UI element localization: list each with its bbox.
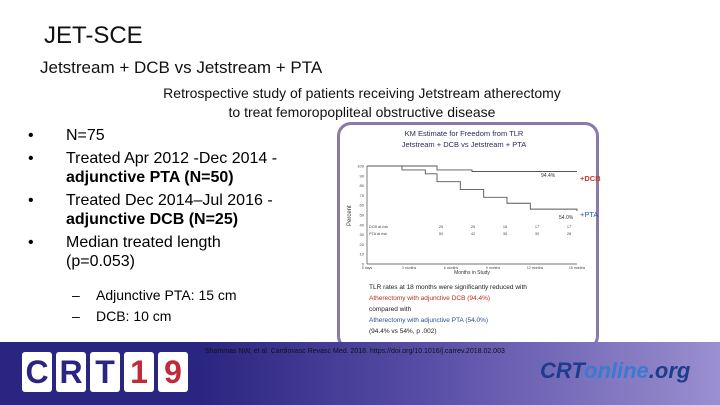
logo-crt-text: CRT bbox=[540, 358, 584, 383]
bullet-item: Treated Dec 2014–Jul 2016 - adjunctive DC… bbox=[28, 191, 328, 229]
risk-row-label: PTA at risk bbox=[369, 232, 387, 236]
slide-subtitle: Jetstream + DCB vs Jetstream + PTA bbox=[40, 58, 323, 77]
x-tick-label: 15 months bbox=[569, 266, 586, 270]
bullet-detail: (p=0.053) bbox=[66, 253, 135, 270]
bullet-text: Median treated length bbox=[66, 234, 221, 251]
crt-logo-letter: C bbox=[25, 354, 49, 390]
risk-row-value: 30 bbox=[535, 232, 539, 236]
x-tick-label: 9 months bbox=[486, 266, 501, 270]
km-caption: TLR rates at 18 months were significantl… bbox=[369, 282, 527, 337]
y-tick-label: 70 bbox=[360, 193, 365, 198]
bullet-text: N=75 bbox=[66, 127, 105, 144]
x-tick-group: 0 days 3 months 6 months 9 months 12 months 1… bbox=[362, 266, 586, 270]
study-description: Retrospective study of patients receivin… bbox=[122, 84, 602, 122]
km-title-line-1: KM Estimate for Freedom from TLR bbox=[404, 129, 524, 138]
pta-percent-label: 54.0% bbox=[559, 215, 574, 221]
x-axis-label: Months in Study bbox=[454, 270, 490, 276]
dcb-percent-label: 94.4% bbox=[541, 173, 556, 179]
y-axis-label: Percent bbox=[347, 205, 353, 226]
crt-logo-letter: 9 bbox=[164, 354, 182, 390]
y-tick-label: 90 bbox=[360, 173, 365, 178]
y-tick-label: 50 bbox=[360, 213, 365, 218]
km-chart-title: KM Estimate for Freedom from TLR Jetstre… bbox=[352, 128, 576, 150]
description-line-1: Retrospective study of patients receivin… bbox=[163, 85, 561, 101]
risk-table: DCB at risk 25 25 18 17 17 PTA at risk 50 42 35 30… bbox=[369, 225, 571, 236]
risk-row-value: 28 bbox=[567, 232, 571, 236]
bullet-item: N=75 bbox=[28, 126, 328, 145]
crt-logo-letter: T bbox=[95, 354, 115, 390]
crtonline-logo: CRTonline.org bbox=[540, 358, 690, 384]
bullet-emphasis: adjunctive DCB (N=25) bbox=[66, 211, 239, 228]
bullet-list: N=75 Treated Apr 2012 -Dec 2014 - adjunct… bbox=[28, 126, 328, 275]
bullet-item: Treated Apr 2012 -Dec 2014 - adjunctive P… bbox=[28, 149, 328, 187]
km-title-line-2: Jetstream + DCB vs Jetstream + PTA bbox=[401, 140, 527, 149]
pta-series-label: +PTA bbox=[580, 210, 599, 219]
y-tick-label: 10 bbox=[360, 252, 365, 257]
risk-row-value: 25 bbox=[439, 225, 443, 229]
description-line-2: to treat femoropopliteal obstructive dis… bbox=[228, 104, 496, 120]
risk-row-value: 17 bbox=[535, 225, 539, 229]
risk-row-label: DCB at risk bbox=[369, 225, 388, 229]
sub-bullet-list: Adjunctive PTA: 15 cm DCB: 10 cm bbox=[72, 285, 237, 327]
risk-row-value: 35 bbox=[503, 232, 507, 236]
x-tick-label: 12 months bbox=[527, 266, 544, 270]
crt-logo-tile bbox=[158, 352, 188, 392]
caption-line-3: compared with bbox=[369, 306, 412, 313]
y-tick-label: 80 bbox=[360, 183, 365, 188]
caption-line-5: (94.4% vs 54%, p .002) bbox=[369, 328, 437, 335]
caption-line-2: Atherectomy with adjunctive DCB (94.4%) bbox=[369, 295, 491, 302]
bullet-text: Treated Dec 2014–Jul 2016 - bbox=[66, 192, 273, 209]
sub-bullet-item: Adjunctive PTA: 15 cm bbox=[72, 285, 237, 306]
sub-bullet-item: DCB: 10 cm bbox=[72, 306, 237, 327]
y-tick-label: 40 bbox=[360, 222, 365, 227]
crt-logo-letter: R bbox=[59, 354, 83, 390]
dcb-survival-line bbox=[367, 165, 577, 172]
x-tick-label: 0 days bbox=[362, 266, 373, 270]
slide-title: JET-SCE bbox=[44, 22, 143, 49]
y-tick-label: 60 bbox=[360, 203, 365, 208]
y-tick-label: 100 bbox=[357, 164, 364, 169]
crt-logo-tile bbox=[22, 352, 52, 392]
km-series-group bbox=[367, 165, 578, 212]
footer-banner-gradient bbox=[200, 342, 720, 405]
y-tick-label: 0 bbox=[362, 262, 365, 267]
y-tick-label: 20 bbox=[360, 242, 365, 247]
pta-survival-line bbox=[367, 165, 578, 212]
citation-text: Shammas NW, et al. Cardiovasc Revasc Med… bbox=[205, 348, 505, 355]
logo-org-text: .org bbox=[648, 358, 691, 383]
caption-line-4: Atherectomy with adjunctive PTA (54.0%) bbox=[369, 317, 489, 324]
crt-logo-tile bbox=[90, 352, 120, 392]
risk-row-value: 25 bbox=[471, 225, 475, 229]
crt-logo-letter: 1 bbox=[130, 354, 148, 390]
dcb-series-label: +DCB bbox=[580, 174, 601, 183]
risk-row-value: 50 bbox=[439, 232, 443, 236]
bullet-emphasis: adjunctive PTA (N=50) bbox=[66, 169, 234, 186]
x-tick-label: 6 months bbox=[444, 266, 459, 270]
bullet-item: Median treated length (p=0.053) bbox=[28, 233, 328, 271]
caption-line-1: TLR rates at 18 months were significantl… bbox=[369, 284, 527, 291]
bullet-text: Treated Apr 2012 -Dec 2014 - bbox=[66, 150, 278, 167]
km-plot-background bbox=[345, 156, 591, 276]
risk-row-value: 18 bbox=[503, 225, 507, 229]
risk-row-value: 17 bbox=[567, 225, 571, 229]
logo-online-text: online bbox=[584, 358, 649, 383]
y-tick-label: 30 bbox=[360, 232, 365, 237]
x-tick-label: 3 months bbox=[402, 266, 417, 270]
crt-logo-tile bbox=[56, 352, 86, 392]
risk-row-value: 42 bbox=[471, 232, 475, 236]
crt-logo-tile bbox=[124, 352, 154, 392]
